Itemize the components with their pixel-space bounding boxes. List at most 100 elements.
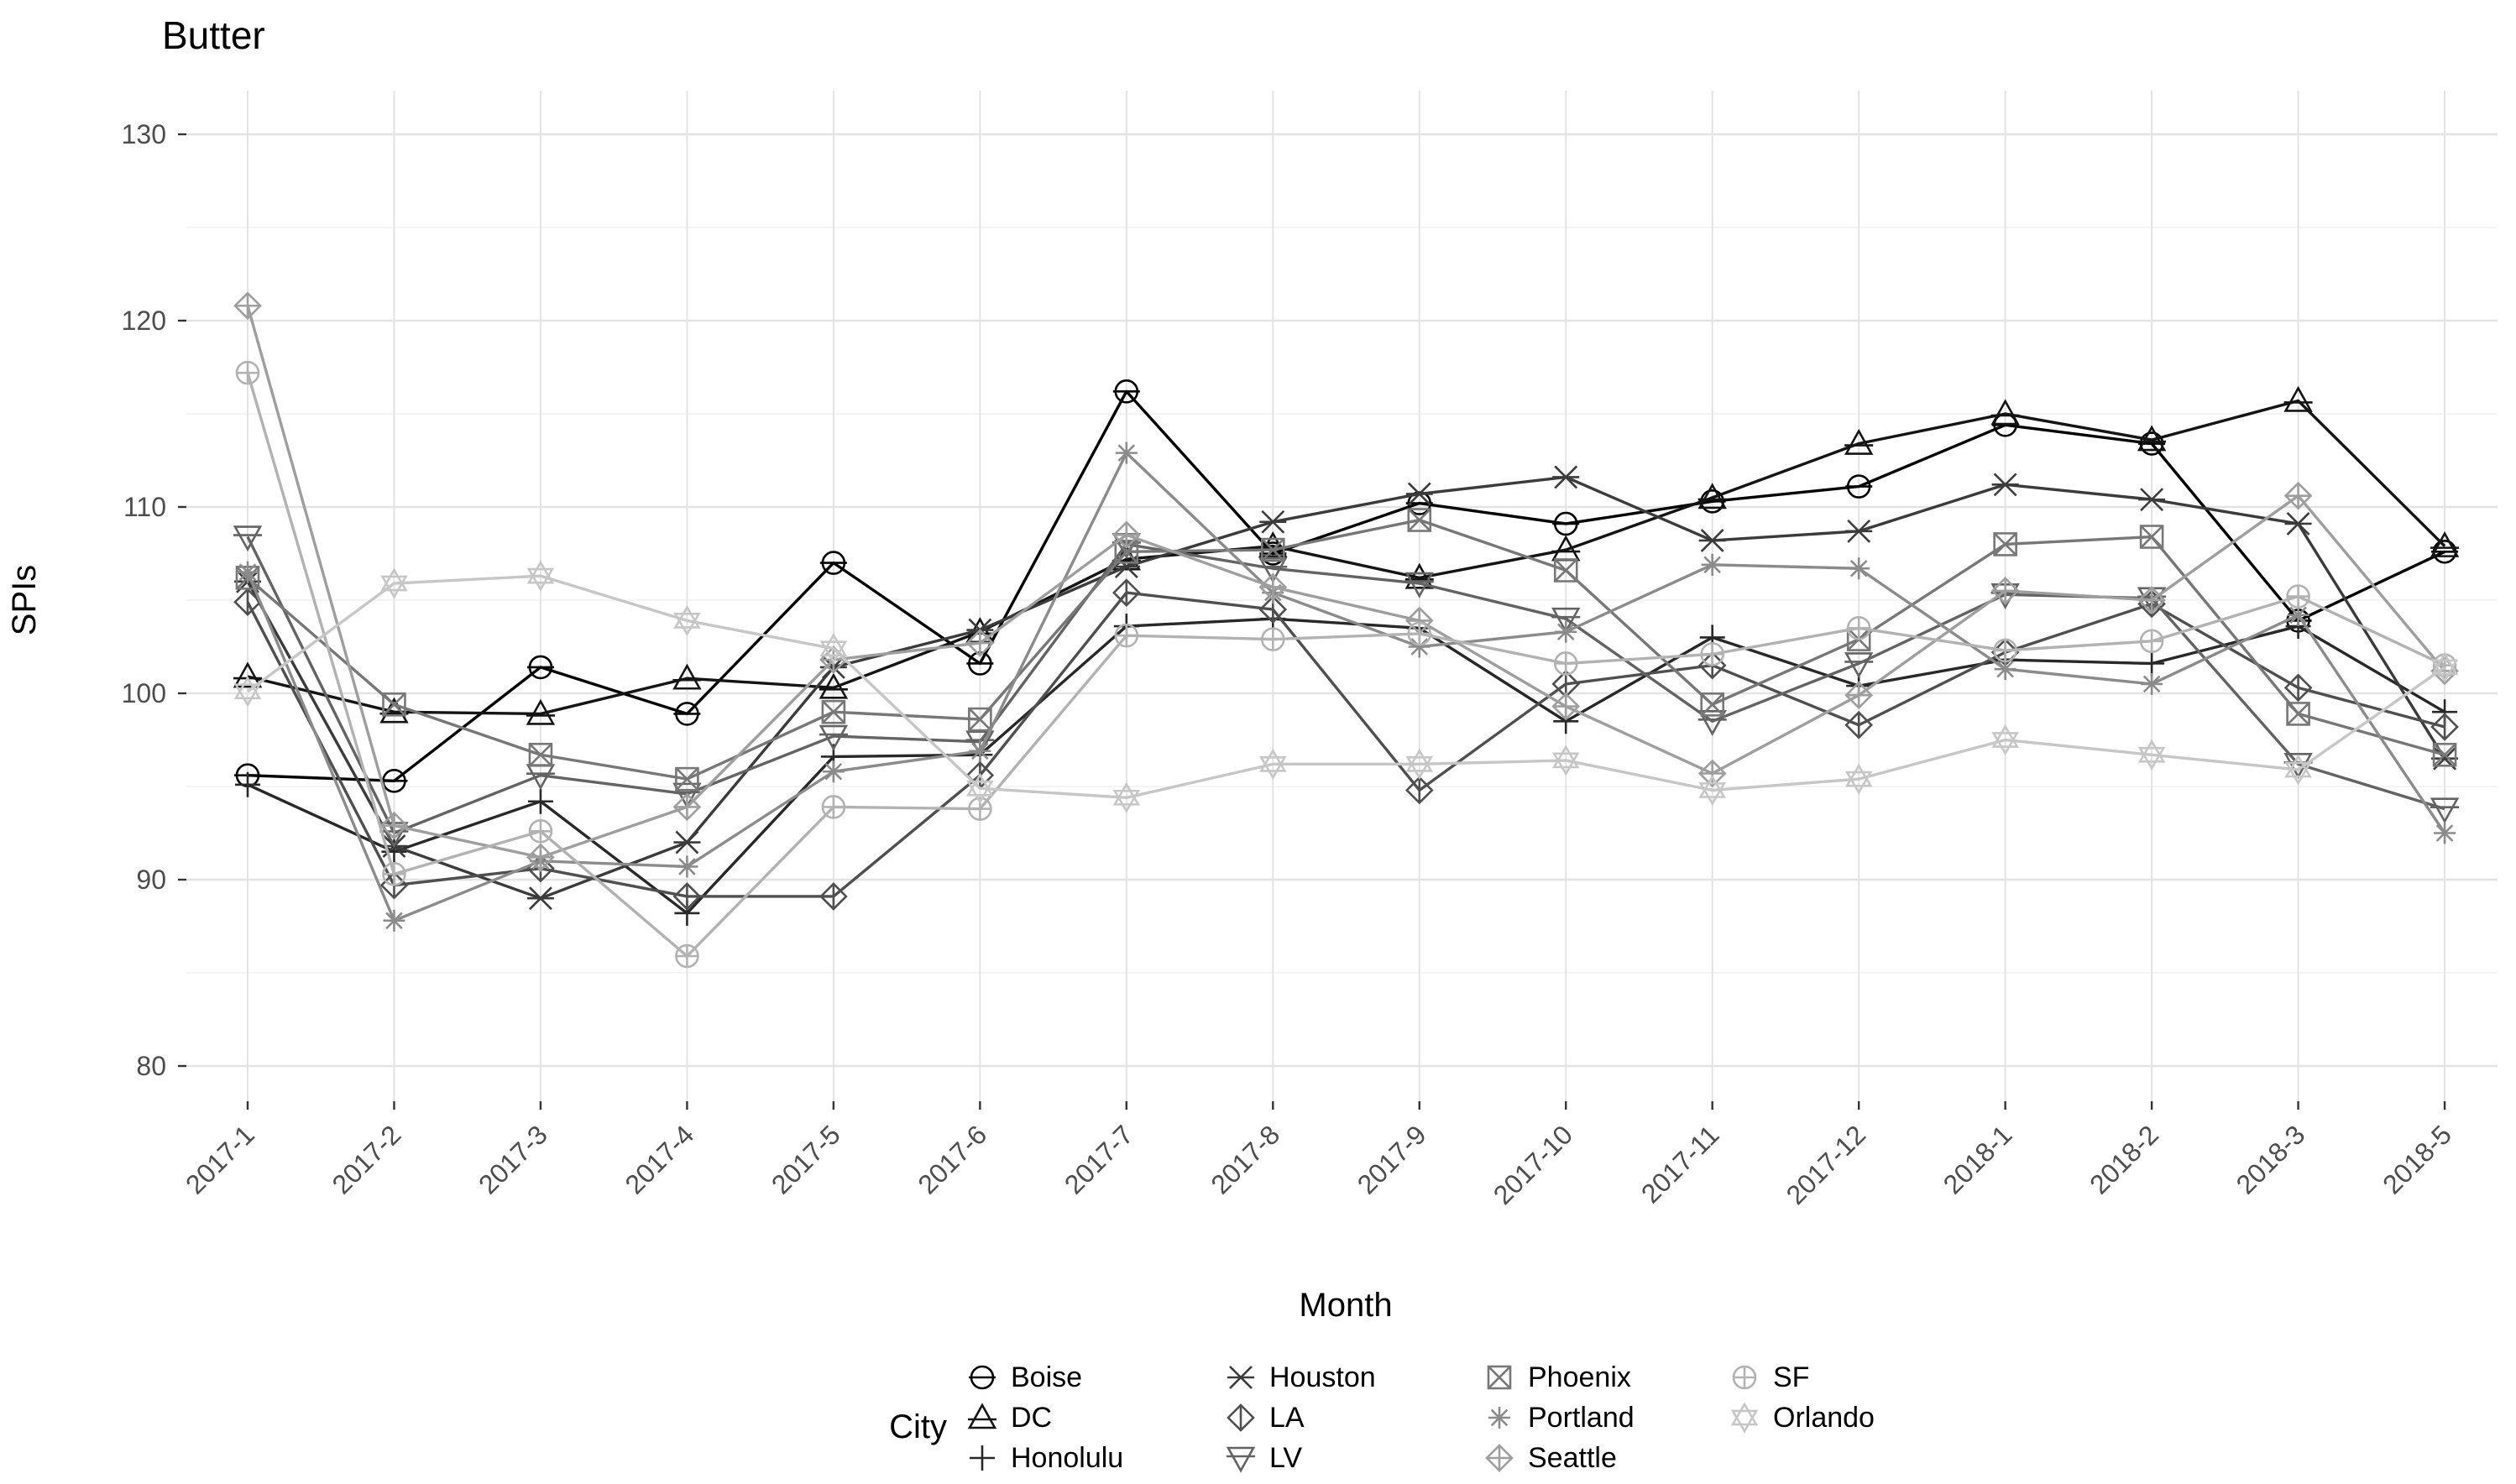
Seattle-marker bbox=[965, 629, 995, 657]
Orlando-marker bbox=[1551, 745, 1580, 776]
LA-marker bbox=[2430, 713, 2459, 741]
Honolulu-marker bbox=[2139, 651, 2165, 677]
series-line-Orlando bbox=[246, 574, 2446, 800]
Houston-marker bbox=[2138, 488, 2166, 512]
SF-marker bbox=[2139, 629, 2164, 654]
series-Orlando bbox=[233, 560, 2459, 813]
x-tick-label: 2017-5 bbox=[766, 1119, 846, 1199]
LV-marker bbox=[1258, 556, 1288, 583]
y-axis-title: SPIs bbox=[6, 565, 43, 635]
LA-marker bbox=[1112, 578, 1141, 607]
Orlando-marker bbox=[526, 560, 555, 592]
LV-marker bbox=[1844, 652, 1874, 679]
series-line-SF bbox=[246, 372, 2445, 958]
SF-marker bbox=[528, 818, 553, 844]
Portland-marker bbox=[822, 760, 845, 783]
x-tick-label: 2017-4 bbox=[619, 1119, 699, 1199]
Seattle-marker bbox=[1258, 572, 1288, 602]
Portland-marker bbox=[2434, 822, 2456, 844]
SF-marker bbox=[382, 862, 406, 886]
SF-marker bbox=[235, 360, 260, 385]
Boise-marker bbox=[819, 551, 847, 575]
Houston-marker bbox=[1552, 465, 1580, 489]
legend-label-DC: DC bbox=[1011, 1402, 1052, 1434]
Orlando-marker bbox=[1844, 763, 1873, 795]
series-line-LV bbox=[246, 536, 2445, 835]
SF-legend-glyph bbox=[1732, 1365, 1757, 1390]
DC-marker bbox=[819, 672, 849, 699]
x-tick-label: 2018-5 bbox=[2377, 1119, 2457, 1199]
Orlando-marker bbox=[819, 633, 848, 665]
SF-marker bbox=[1260, 627, 1285, 651]
legend-label-Houston: Houston bbox=[1269, 1361, 1376, 1393]
Houston-marker bbox=[1991, 473, 2019, 497]
legend-item-Honolulu: Honolulu bbox=[970, 1442, 1123, 1474]
x-tick-label: 2017-2 bbox=[327, 1119, 407, 1199]
legend-label-Boise: Boise bbox=[1011, 1361, 1082, 1393]
series-Boise bbox=[234, 379, 2459, 793]
SF-marker bbox=[1846, 615, 1871, 640]
DC-marker bbox=[1844, 428, 1874, 455]
axis-ticks: 80 90 100 110 120 130 2017-1 2017-2 2017-3 2017-4… bbox=[122, 119, 2457, 1210]
Boise-marker bbox=[380, 769, 408, 793]
LV-marker bbox=[2430, 797, 2460, 824]
Phoenix-marker bbox=[528, 742, 553, 767]
Phoenix-marker bbox=[1553, 558, 1578, 583]
y-tick-label: 130 bbox=[122, 119, 166, 149]
Portland-marker bbox=[1115, 442, 1138, 464]
LV-legend-glyph bbox=[1226, 1446, 1256, 1473]
Boise-legend-glyph bbox=[969, 1365, 996, 1390]
Seattle-marker bbox=[233, 291, 262, 321]
Portland-marker bbox=[1555, 620, 1577, 643]
Phoenix-marker bbox=[2432, 742, 2457, 767]
legend-label-Honolulu: Honolulu bbox=[1011, 1442, 1123, 1474]
Orlando-legend-glyph bbox=[1730, 1402, 1759, 1434]
x-tick-label: 2017-11 bbox=[1635, 1119, 1725, 1209]
series-line-Honolulu bbox=[247, 617, 2445, 915]
x-tick-label: 2017-7 bbox=[1059, 1119, 1139, 1199]
Seattle-marker bbox=[672, 792, 702, 822]
series-DC bbox=[233, 385, 2460, 725]
Phoenix-marker bbox=[2286, 702, 2310, 726]
LV-marker bbox=[1404, 572, 1434, 598]
legend-label-Phoenix: Phoenix bbox=[1528, 1361, 1631, 1393]
data-series bbox=[233, 291, 2460, 969]
Houston-marker bbox=[1845, 519, 1873, 543]
Houston-marker bbox=[1405, 482, 1433, 506]
Honolulu-marker bbox=[527, 788, 553, 814]
SF-marker bbox=[675, 943, 699, 969]
legend-item-Boise: Boise bbox=[969, 1361, 1082, 1393]
x-tick-label: 2017-1 bbox=[180, 1119, 260, 1199]
Portland-marker bbox=[237, 561, 259, 583]
series-line-Phoenix bbox=[246, 518, 2445, 781]
y-tick-label: 90 bbox=[136, 865, 166, 895]
Phoenix-marker bbox=[1260, 537, 1285, 562]
Houston-marker bbox=[1698, 529, 1726, 552]
DC-marker bbox=[2430, 530, 2460, 557]
Phoenix-marker bbox=[2139, 525, 2164, 549]
LA-marker bbox=[233, 588, 262, 617]
Portland-marker bbox=[2141, 672, 2163, 695]
x-tick-label: 2017-8 bbox=[1205, 1119, 1285, 1199]
Portland-marker bbox=[969, 739, 991, 762]
Phoenix-marker bbox=[968, 707, 992, 732]
LV-marker bbox=[233, 525, 263, 552]
DC-marker bbox=[1990, 399, 2020, 426]
LV-marker bbox=[819, 724, 849, 751]
Portland-marker bbox=[2287, 604, 2309, 626]
LA-marker bbox=[1844, 710, 1874, 739]
Phoenix-marker bbox=[1114, 539, 1139, 564]
Boise-marker bbox=[526, 655, 554, 680]
series-LV bbox=[233, 525, 2460, 849]
DC-marker bbox=[526, 698, 556, 725]
Seattle-marker bbox=[1990, 577, 2020, 605]
Houston-legend-glyph bbox=[1227, 1366, 1254, 1389]
DC-legend-glyph bbox=[967, 1403, 997, 1429]
Orlando-marker bbox=[2137, 739, 2166, 771]
LA-marker bbox=[2283, 673, 2313, 703]
Orlando-marker bbox=[2284, 754, 2312, 786]
series-Phoenix bbox=[235, 508, 2457, 792]
Portland-marker bbox=[1701, 553, 1724, 576]
legend-label-Seattle: Seattle bbox=[1528, 1442, 1617, 1474]
